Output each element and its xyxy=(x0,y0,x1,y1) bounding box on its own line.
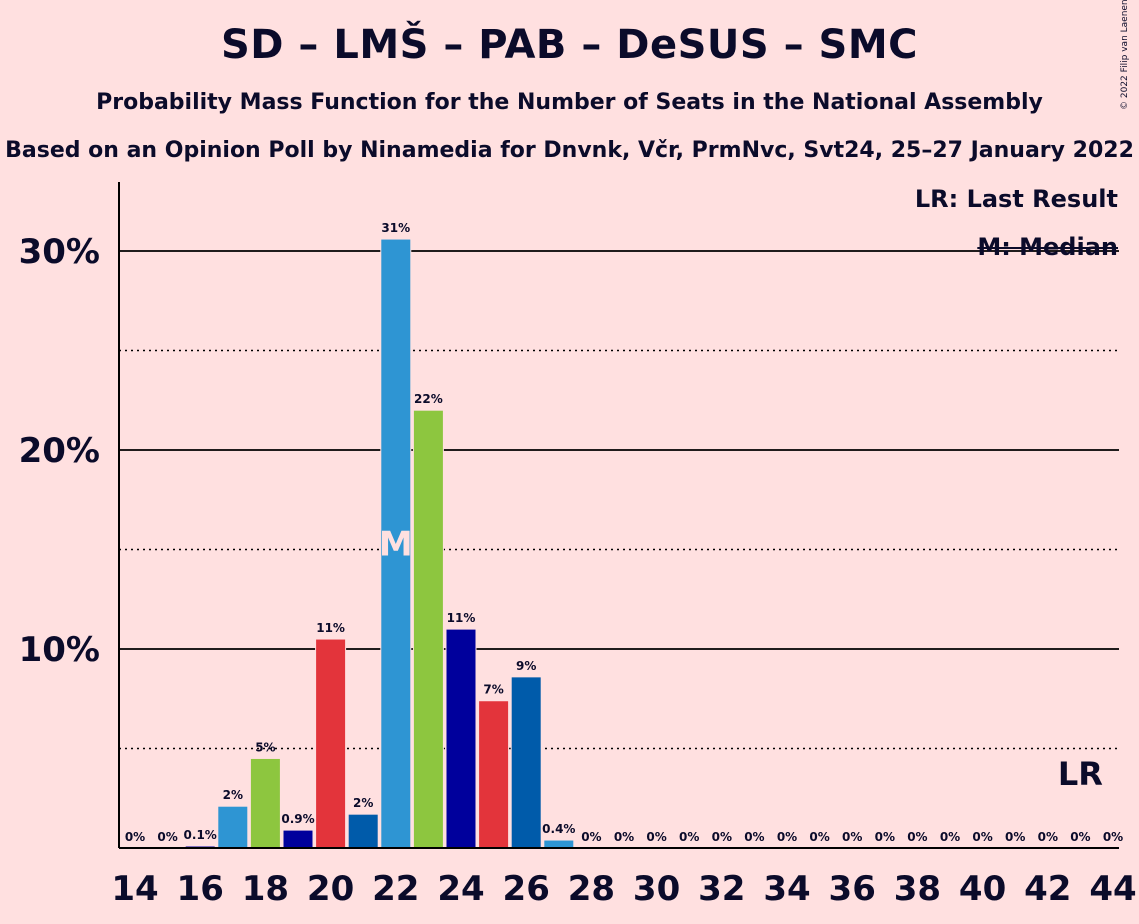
x-tick-label: 34 xyxy=(763,869,810,909)
bar-seats-26 xyxy=(510,676,542,849)
bar-value-label: 0% xyxy=(1005,830,1025,844)
axes xyxy=(118,182,1119,849)
bar-seats-22 xyxy=(380,238,412,849)
x-tick-label: 22 xyxy=(372,869,419,909)
bar-seats-20 xyxy=(315,638,347,849)
x-tick-label: 30 xyxy=(633,869,680,909)
bar-value-label: 0% xyxy=(842,830,862,844)
x-tick-label: 42 xyxy=(1024,869,1071,909)
bar-seats-27 xyxy=(543,839,575,849)
bar-value-label: 0% xyxy=(972,830,992,844)
y-tick-label: 30% xyxy=(19,232,100,272)
bar-value-label: 0% xyxy=(581,830,601,844)
x-tick-label: 18 xyxy=(242,869,289,909)
bar-value-label: 11% xyxy=(316,621,345,635)
bar-value-label: 0.1% xyxy=(184,828,217,842)
x-tick-label: 40 xyxy=(959,869,1006,909)
bar-value-label: 0% xyxy=(809,830,829,844)
x-tick-label: 16 xyxy=(177,869,224,909)
bar-value-label: 0% xyxy=(646,830,666,844)
bar-value-label: 11% xyxy=(447,611,476,625)
bar-value-label: 0% xyxy=(907,830,927,844)
bar-value-label: 31% xyxy=(381,221,410,235)
bar-value-label: 0% xyxy=(614,830,634,844)
bar-value-label: 0% xyxy=(1070,830,1090,844)
x-tick-label: 26 xyxy=(503,869,550,909)
chart-source-line: Based on an Opinion Poll by Ninamedia fo… xyxy=(5,138,1134,163)
bar-value-label: 22% xyxy=(414,392,443,406)
bar-seats-23 xyxy=(412,409,444,849)
bar-value-label: 0% xyxy=(712,830,732,844)
bar-value-label: 5% xyxy=(255,740,275,754)
bar-seats-18 xyxy=(249,757,281,849)
bar-value-label: 0.9% xyxy=(281,812,314,826)
bar-value-label: 2% xyxy=(223,788,243,802)
x-tick-label: 44 xyxy=(1089,869,1136,909)
bar-series: 0% 0% 0.1% 2% 5% 0.9% 11% 2% 31% M 22% 11% 7% 9% 0.4% 0… xyxy=(125,221,1123,849)
bar-value-label: 0.4% xyxy=(542,822,575,836)
bar-value-label: 0% xyxy=(157,830,177,844)
y-tick-label: 20% xyxy=(19,431,100,471)
x-tick-label: 20 xyxy=(307,869,354,909)
y-tick-label: 10% xyxy=(19,630,100,670)
chart-title: SD – LMŠ – PAB – DeSUS – SMC xyxy=(220,22,918,68)
bar-value-label: 0% xyxy=(875,830,895,844)
bar-value-label: 7% xyxy=(483,683,503,697)
median-marker: M xyxy=(379,525,413,565)
bar-value-label: 0% xyxy=(777,830,797,844)
bar-value-label: 0% xyxy=(679,830,699,844)
x-tick-label: 24 xyxy=(437,869,484,909)
x-tick-label: 32 xyxy=(698,869,745,909)
bar-seats-21 xyxy=(347,813,379,849)
chart-subtitle: Probability Mass Function for the Number… xyxy=(96,90,1043,115)
bar-seats-17 xyxy=(217,805,249,849)
bar-value-label: 0% xyxy=(744,830,764,844)
x-tick-label: 36 xyxy=(829,869,876,909)
bar-seats-24 xyxy=(445,628,477,849)
bar-value-label: 0% xyxy=(940,830,960,844)
bar-value-label: 0% xyxy=(1103,830,1123,844)
grid-lines xyxy=(119,250,1119,750)
legend-last-result: LR: Last Result xyxy=(914,185,1118,213)
x-tick-label: 38 xyxy=(894,869,941,909)
bar-value-label: 2% xyxy=(353,796,373,810)
bar-value-label: 0% xyxy=(125,830,145,844)
bar-value-label: 9% xyxy=(516,659,536,673)
x-tick-label: 28 xyxy=(568,869,615,909)
bar-value-label: 0% xyxy=(1038,830,1058,844)
legend-median: M: Median xyxy=(977,233,1118,261)
legend-median-text: M: Median xyxy=(977,233,1118,261)
x-tick-label: 14 xyxy=(111,869,158,909)
bar-seats-25 xyxy=(478,700,510,849)
bar-seats-19 xyxy=(282,829,314,849)
tick-labels: 10% 20% 30% 14 16 18 20 22 24 26 28 30 32 34 36 38 40 42 4… xyxy=(19,232,1137,909)
last-result-marker: LR xyxy=(1058,755,1103,793)
